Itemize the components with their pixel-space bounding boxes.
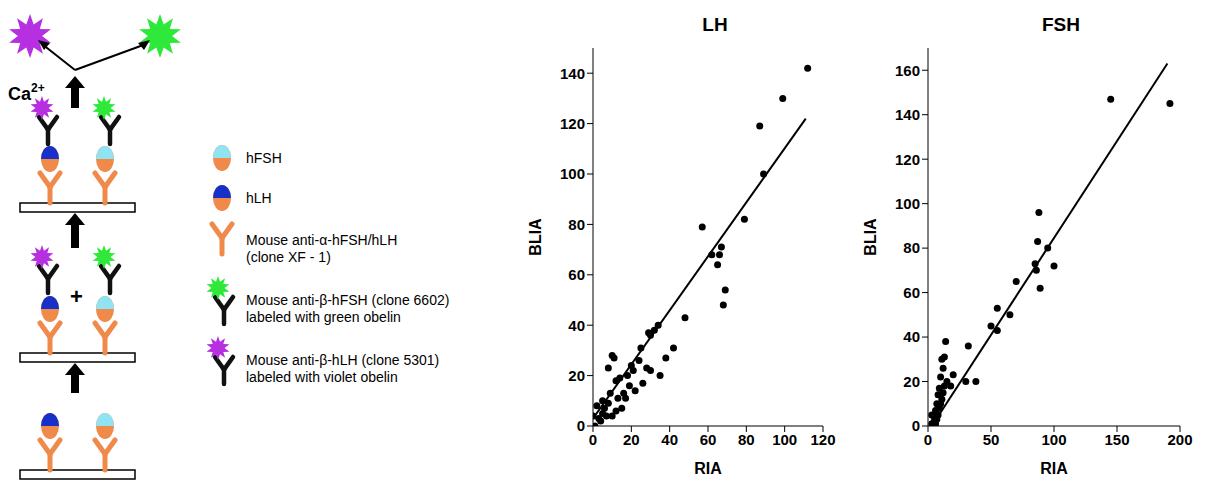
svg-text:hFSH: hFSH xyxy=(246,150,282,166)
svg-text:60: 60 xyxy=(700,431,717,448)
svg-text:160: 160 xyxy=(895,62,920,79)
svg-text:20: 20 xyxy=(623,431,640,448)
svg-text:Mouse anti-α-hFSH/hLH: Mouse anti-α-hFSH/hLH xyxy=(246,232,397,248)
svg-text:150: 150 xyxy=(1104,431,1129,448)
svg-text:0: 0 xyxy=(589,431,597,448)
svg-text:hLH: hLH xyxy=(246,190,272,206)
svg-text:80: 80 xyxy=(568,216,585,233)
svg-text:100: 100 xyxy=(772,431,797,448)
svg-text:Mouse anti-β-hFSH (clone 6602): Mouse anti-β-hFSH (clone 6602) xyxy=(246,292,449,308)
svg-text:60: 60 xyxy=(568,266,585,283)
svg-text:40: 40 xyxy=(661,431,678,448)
svg-text:140: 140 xyxy=(895,106,920,123)
svg-text:RIA: RIA xyxy=(1040,460,1068,477)
svg-text:labeled with green obelin: labeled with green obelin xyxy=(246,309,401,325)
svg-text:80: 80 xyxy=(903,239,920,256)
svg-text:50: 50 xyxy=(983,431,1000,448)
svg-text:0: 0 xyxy=(912,417,920,434)
svg-text:120: 120 xyxy=(560,115,585,132)
svg-text:+: + xyxy=(70,284,83,309)
html-text:LH: LH xyxy=(702,14,728,35)
svg-text:140: 140 xyxy=(560,65,585,82)
svg-text:100: 100 xyxy=(1041,431,1066,448)
svg-text:RIA: RIA xyxy=(694,460,722,477)
svg-text:40: 40 xyxy=(903,328,920,345)
svg-text:Ca2+: Ca2+ xyxy=(8,81,45,104)
svg-text:100: 100 xyxy=(895,195,920,212)
svg-text:labeled with violet obelin: labeled with violet obelin xyxy=(246,369,398,385)
svg-text:0: 0 xyxy=(924,431,932,448)
svg-text:(clone XF - 1): (clone XF - 1) xyxy=(246,249,331,265)
svg-text:60: 60 xyxy=(903,284,920,301)
svg-text:80: 80 xyxy=(738,431,755,448)
svg-text:40: 40 xyxy=(568,317,585,334)
svg-text:20: 20 xyxy=(903,373,920,390)
svg-text:200: 200 xyxy=(1167,431,1192,448)
svg-text:120: 120 xyxy=(810,431,835,448)
svg-text:BLIA: BLIA xyxy=(527,218,544,256)
html-text:FSH: FSH xyxy=(1042,14,1080,35)
svg-text:120: 120 xyxy=(895,151,920,168)
svg-text:Mouse anti-β-hLH (clone 5301): Mouse anti-β-hLH (clone 5301) xyxy=(246,352,439,368)
svg-text:20: 20 xyxy=(568,367,585,384)
svg-text:BLIA: BLIA xyxy=(862,218,879,256)
svg-text:100: 100 xyxy=(560,165,585,182)
svg-text:0: 0 xyxy=(577,417,585,434)
